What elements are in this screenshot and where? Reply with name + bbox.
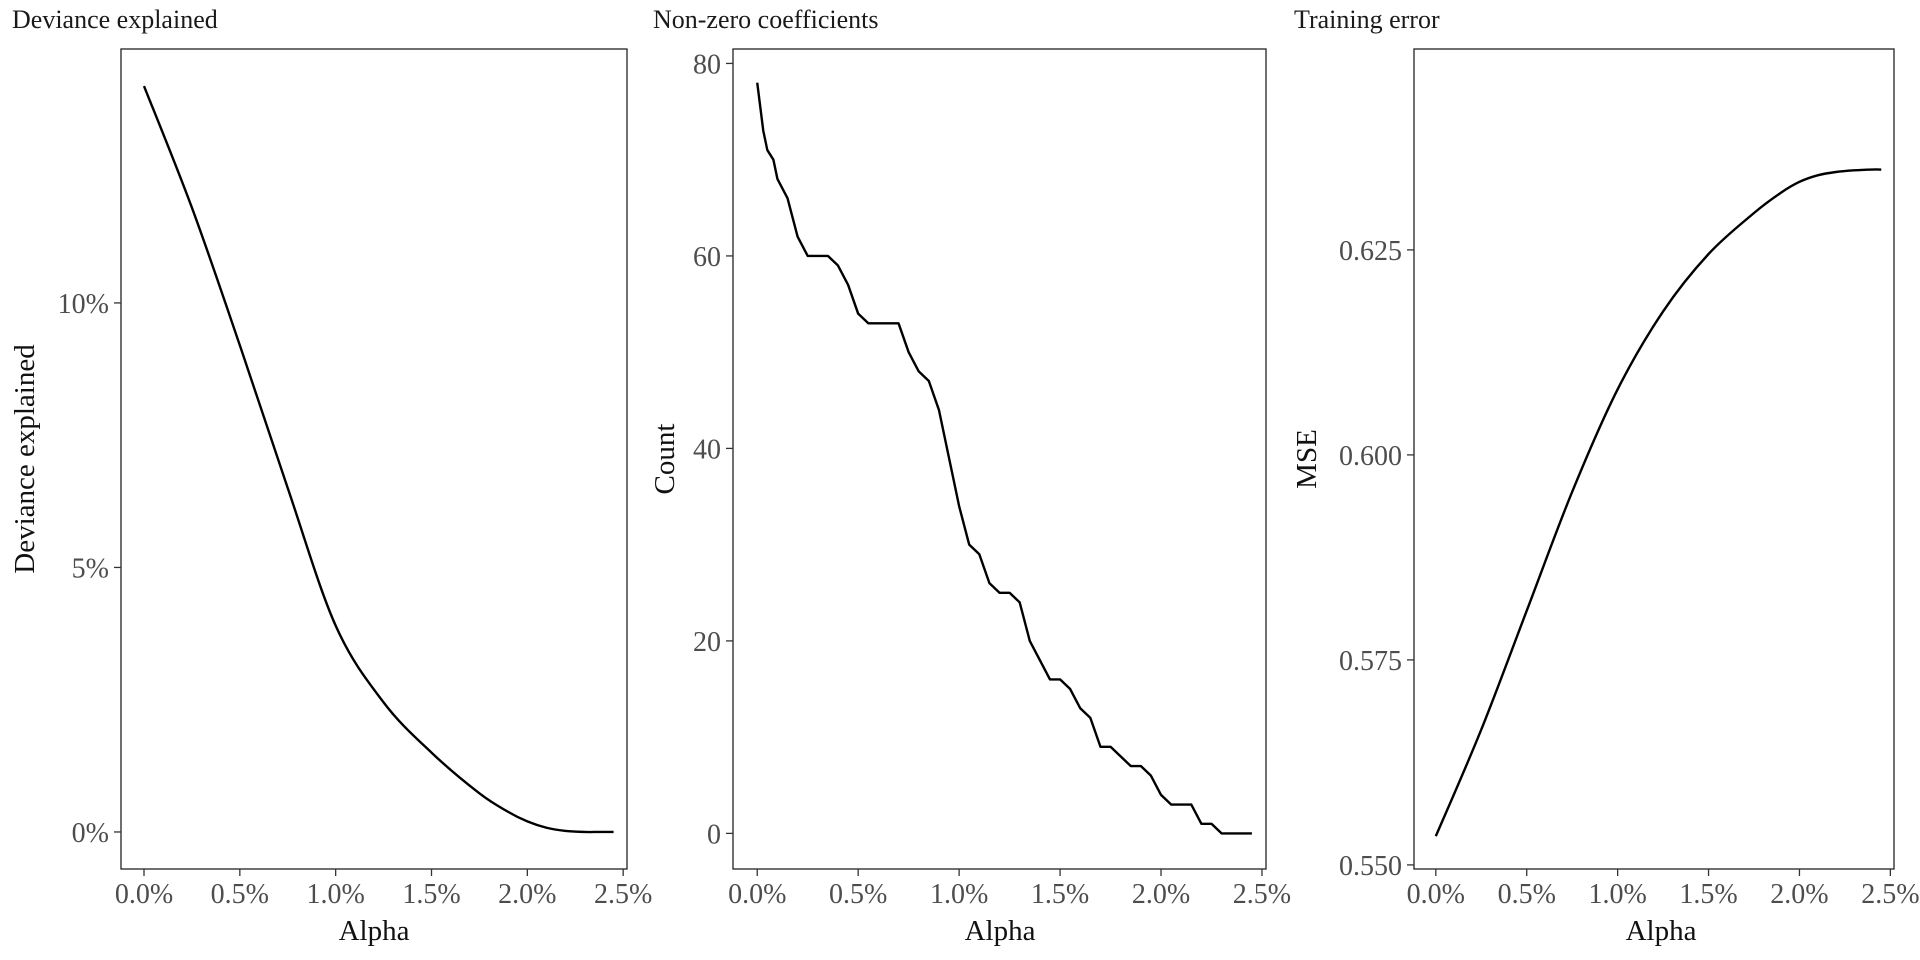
x-tick-label: 0.5% (211, 879, 269, 910)
x-axis: 0.0% 0.5% 1.0% 1.5% 2.0% 2.5% (728, 869, 1291, 910)
x-tick-label: 2.5% (594, 879, 652, 910)
x-tick-label: 1.5% (1031, 879, 1089, 910)
y-axis: 0% 5% 10% (58, 289, 121, 849)
y-tick-label: 10% (58, 289, 109, 320)
x-tick-label: 1.5% (1679, 879, 1737, 910)
x-tick-label: 0.0% (1407, 879, 1465, 910)
y-axis-title: Deviance explained (9, 344, 41, 574)
x-tick-label: 0.5% (1498, 879, 1556, 910)
x-tick-label: 2.5% (1861, 879, 1919, 910)
y-tick-label: 20 (693, 627, 721, 658)
x-axis-title: Alpha (1626, 915, 1697, 947)
x-tick-label: 1.5% (402, 879, 460, 910)
y-axis: 0.550 0.575 0.600 0.625 (1339, 236, 1414, 882)
x-tick-label: 0.5% (829, 879, 887, 910)
x-tick-label: 1.0% (1588, 879, 1646, 910)
panel-border (1413, 48, 1895, 870)
x-axis-title: Alpha (339, 915, 410, 947)
panel-training-error: Training error 0.550 0.575 0.600 0.625 0.0%… (1291, 5, 1920, 947)
y-tick-label: 0% (72, 818, 109, 849)
panel-border (732, 48, 1267, 870)
x-axis: 0.0% 0.5% 1.0% 1.5% 2.0% 2.5% (1407, 869, 1920, 910)
y-tick-label: 0.625 (1339, 236, 1402, 267)
panel-title: Training error (1294, 5, 1440, 34)
y-axis-title: MSE (1291, 429, 1323, 489)
panel-title: Non-zero coefficients (653, 5, 878, 34)
x-tick-label: 2.0% (498, 879, 556, 910)
x-tick-label: 2.5% (1233, 879, 1291, 910)
y-tick-label: 60 (693, 242, 721, 273)
y-tick-label: 0.575 (1339, 646, 1402, 677)
y-tick-label: 0.550 (1339, 851, 1402, 882)
y-tick-label: 80 (693, 49, 721, 80)
series-line (756, 82, 1252, 835)
panel-non-zero-coefficients: Non-zero coefficients 0 20 40 60 80 0.0% 0.5%… (649, 5, 1291, 947)
x-tick-label: 1.0% (307, 879, 365, 910)
panel-deviance-explained: Deviance explained 0% 5% 10% 0.0% 0.5% 1.0% 1… (9, 5, 652, 947)
series-line (1434, 168, 1882, 837)
panel-border (120, 48, 628, 870)
y-tick-label: 5% (72, 553, 109, 584)
x-axis: 0.0% 0.5% 1.0% 1.5% 2.0% 2.5% (115, 869, 652, 910)
x-tick-label: 0.0% (115, 879, 173, 910)
x-axis-title: Alpha (965, 915, 1036, 947)
x-tick-label: 2.0% (1132, 879, 1190, 910)
y-tick-label: 40 (693, 434, 721, 465)
x-tick-label: 0.0% (728, 879, 786, 910)
y-axis: 0 20 40 60 80 (693, 49, 733, 850)
series-line (142, 85, 614, 834)
y-axis-title: Count (649, 424, 681, 495)
y-tick-label: 0.600 (1339, 441, 1402, 472)
x-tick-label: 2.0% (1770, 879, 1828, 910)
panel-title: Deviance explained (12, 5, 218, 34)
y-tick-label: 0 (707, 819, 721, 850)
x-tick-label: 1.0% (930, 879, 988, 910)
